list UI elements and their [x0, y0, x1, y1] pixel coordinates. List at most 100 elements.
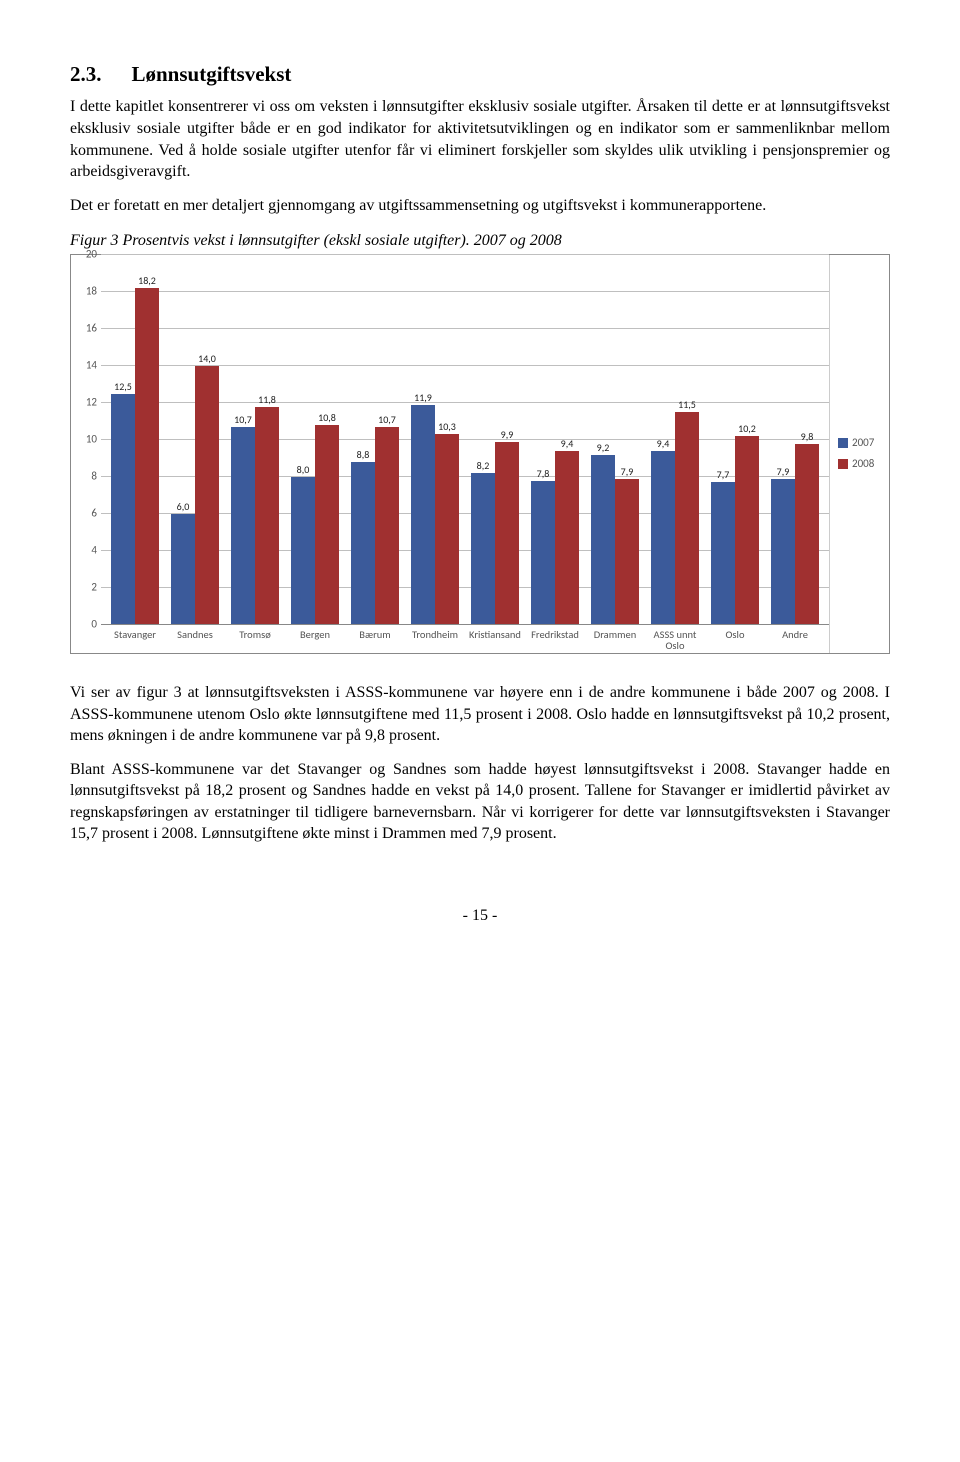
chart-bar: 10,3: [435, 434, 459, 625]
chart-legend-swatch: [838, 438, 848, 448]
chart-bar-group: 9,4 11,5: [645, 255, 705, 625]
chart-x-tick: ASSS unnt Oslo: [645, 625, 705, 653]
chart-bar: 6,0: [171, 514, 195, 625]
chart-bar-label: 9,4: [657, 437, 670, 451]
chart-x-tick: Andre: [765, 625, 825, 653]
chart-bar-label: 7,9: [777, 465, 790, 479]
chart-bar-label: 11,5: [678, 398, 696, 412]
chart-legend: 2007 2008: [829, 255, 889, 653]
section-number: 2.3.: [70, 60, 102, 88]
chart-y-tick: 10: [86, 432, 97, 447]
bar-chart: 02468101214161820 12,518,26,014,010,711,…: [70, 254, 890, 654]
chart-y-tick: 2: [91, 580, 97, 595]
chart-bar-label: 10,8: [318, 411, 336, 425]
chart-y-tick: 4: [91, 543, 97, 558]
chart-bar: 11,8: [255, 407, 279, 625]
chart-bar-group: 8,810,7: [345, 255, 405, 625]
chart-bar: 11,5: [675, 412, 699, 625]
chart-plot-area: 12,518,26,014,010,711,88,010,88,810,711,…: [101, 255, 829, 625]
chart-bar-group: 10,711,8: [225, 255, 285, 625]
chart-bar: 10,7: [375, 427, 399, 625]
chart-x-axis-row: StavangerSandnesTromsøBergenBærumTrondhe…: [71, 625, 829, 653]
chart-bar-label: 8,0: [297, 463, 310, 477]
chart-bar: 12,5: [111, 394, 135, 625]
chart-y-tick: 18: [86, 284, 97, 299]
paragraph-3: Vi ser av figur 3 at lønnsutgiftsveksten…: [70, 682, 890, 747]
paragraph-4: Blant ASSS-kommunene var det Stavanger o…: [70, 759, 890, 845]
chart-bar: 11,9: [411, 405, 435, 625]
chart-bar-group: 7,89,4: [525, 255, 585, 625]
paragraph-2: Det er foretatt en mer detaljert gjennom…: [70, 195, 890, 217]
chart-bar: 7,9: [771, 479, 795, 625]
chart-x-tick: Bergen: [285, 625, 345, 653]
chart-bar-label: 7,7: [717, 468, 730, 482]
chart-bar: 8,0: [291, 477, 315, 625]
chart-bar: 8,8: [351, 462, 375, 625]
chart-legend-item: 2008: [838, 457, 889, 472]
chart-bar: 9,9: [495, 442, 519, 625]
section-title: Lønnsutgiftsvekst: [132, 60, 292, 88]
chart-bar: 10,7: [231, 427, 255, 625]
chart-y-tick: 16: [86, 321, 97, 336]
chart-bar: 7,7: [711, 482, 735, 624]
chart-bar-label: 9,2: [597, 441, 610, 455]
chart-y-tick: 12: [86, 395, 97, 410]
chart-x-tick: Kristiansand: [465, 625, 525, 653]
chart-bar-group: 8,2 9,9: [465, 255, 525, 625]
chart-legend-item: 2007: [838, 436, 889, 451]
chart-x-tick: Sandnes: [165, 625, 225, 653]
chart-bar-label: 8,2: [477, 459, 490, 473]
chart-y-axis: 02468101214161820: [71, 255, 101, 625]
chart-bar-label: 12,5: [114, 380, 132, 394]
chart-bar: 10,2: [735, 436, 759, 625]
chart-bar-group: 7,710,2: [705, 255, 765, 625]
chart-body: 02468101214161820 12,518,26,014,010,711,…: [71, 255, 829, 653]
chart-bar-label: 6,0: [177, 500, 190, 514]
chart-bar-label: 9,4: [561, 437, 574, 451]
chart-bar-label: 10,3: [438, 420, 456, 434]
chart-bar-label: 9,8: [801, 430, 814, 444]
chart-x-tick: Fredrikstad: [525, 625, 585, 653]
chart-legend-label: 2008: [852, 457, 874, 472]
chart-y-tick: 14: [86, 358, 97, 373]
chart-bar-label: 11,8: [258, 393, 276, 407]
chart-x-tick: Oslo: [705, 625, 765, 653]
chart-bar: 14,0: [195, 366, 219, 625]
chart-bar-label: 18,2: [138, 274, 156, 288]
chart-bar-group: 12,5 18,2: [105, 255, 165, 625]
chart-baseline: [101, 624, 829, 625]
figure-title: Figur 3 Prosentvis vekst i lønnsutgifter…: [70, 230, 890, 252]
chart-bar: 7,9: [615, 479, 639, 625]
chart-bar-label: 11,9: [414, 391, 432, 405]
chart-bar-group: 7,9 9,8: [765, 255, 825, 625]
chart-y-tick: 6: [91, 506, 97, 521]
chart-legend-label: 2007: [852, 436, 874, 451]
chart-x-tick: Drammen: [585, 625, 645, 653]
chart-x-tick: Tromsø: [225, 625, 285, 653]
chart-bar-label: 7,8: [537, 467, 550, 481]
section-heading: 2.3. Lønnsutgiftsvekst: [70, 60, 890, 88]
chart-bar-group: 9,27,9: [585, 255, 645, 625]
chart-x-tick: Stavanger: [105, 625, 165, 653]
chart-bar: 9,4: [555, 451, 579, 625]
chart-bar-label: 7,9: [621, 465, 634, 479]
chart-bar-group: 8,010,8: [285, 255, 345, 625]
chart-bar-group: 6,014,0: [165, 255, 225, 625]
chart-bar-label: 14,0: [198, 352, 216, 366]
chart-bar-label: 8,8: [357, 448, 370, 462]
chart-y-tick: 8: [91, 469, 97, 484]
chart-plot-row: 02468101214161820 12,518,26,014,010,711,…: [71, 255, 829, 625]
page-number: - 15 -: [70, 905, 890, 927]
chart-bar: 9,2: [591, 455, 615, 625]
chart-bar-label: 10,7: [378, 413, 396, 427]
chart-bar: 7,8: [531, 481, 555, 625]
chart-y-tick: 20: [86, 247, 97, 262]
chart-x-tick: Trondheim: [405, 625, 465, 653]
chart-y-tick: 0: [91, 617, 97, 632]
chart-bar-group: 11,910,3: [405, 255, 465, 625]
chart-bar: 10,8: [315, 425, 339, 625]
paragraph-1: I dette kapitlet konsentrerer vi oss om …: [70, 96, 890, 182]
chart-legend-swatch: [838, 459, 848, 469]
chart-x-tick: Bærum: [345, 625, 405, 653]
chart-bar-label: 10,2: [738, 422, 756, 436]
